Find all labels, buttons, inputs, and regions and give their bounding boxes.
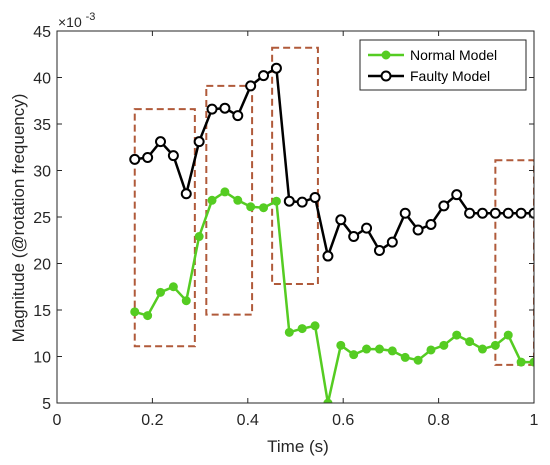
highlight-box-1 [133,108,196,348]
y-tick-label: 40 [33,71,51,88]
legend-label: Normal Model [410,47,497,63]
y-tick-label: 5 [42,396,51,413]
data-point [180,188,192,200]
data-point [361,222,373,234]
data-point [271,196,281,206]
data-point [528,207,534,219]
data-point [465,337,475,347]
data-point [181,296,191,306]
y-axis-exponent: ×10 -3 [58,11,95,30]
data-point [362,344,372,354]
legend-marker [381,50,391,60]
legend-box [359,39,527,91]
data-point [245,80,257,92]
data-point [386,236,398,248]
plot-area [129,46,534,403]
data-point [156,287,166,297]
data-point [206,103,218,115]
legend: Normal Model Faulty Model [359,39,527,91]
data-point [233,195,243,205]
data-point [130,307,140,317]
y-tick-label: 20 [33,257,51,274]
data-point [155,136,167,148]
y-exponent-power: -3 [86,11,96,23]
x-axis-label: Time (s) [267,437,329,456]
data-point [476,207,488,219]
data-point [309,191,321,203]
data-point [246,202,256,212]
data-point [322,250,334,262]
highlight-box-3 [271,46,319,285]
data-point [220,187,230,197]
data-point [374,344,384,354]
svg-text:×10 -3: ×10 -3 [58,11,95,30]
data-point [439,340,449,350]
data-point [399,207,411,219]
data-point [129,153,141,165]
data-point [258,70,270,82]
y-tick-label: 25 [33,210,51,227]
y-exponent-base: ×10 [58,14,82,30]
data-point [284,327,294,337]
y-tick-label: 15 [33,303,51,320]
legend-marker [380,70,392,82]
y-tick-label: 10 [33,350,51,367]
data-point [167,150,179,162]
data-point [193,136,205,148]
data-point [270,62,282,74]
legend-label: Faulty Model [410,68,490,84]
data-point [438,200,450,212]
data-point [219,102,231,114]
data-point [323,398,333,403]
data-point [516,357,526,367]
data-point [477,344,487,354]
x-tick-label: 1 [530,412,539,429]
data-point [400,352,410,362]
plot-content [129,46,534,403]
data-point [515,207,527,219]
data-point [373,244,385,256]
data-point [426,345,436,355]
data-point [451,189,463,201]
data-point [452,330,462,340]
data-point [387,346,397,356]
data-point [529,357,534,367]
x-tick-label: 0.2 [141,412,163,429]
x-tick-label: 0.6 [332,412,354,429]
data-point [259,203,269,213]
data-point [336,340,346,350]
data-point [425,218,437,230]
data-point [296,196,308,208]
data-point [349,350,359,360]
x-tick-label: 0.4 [237,412,259,429]
y-tick-label: 30 [33,164,51,181]
data-point [142,151,154,163]
data-point [502,207,514,219]
data-point [335,214,347,226]
data-point [168,282,178,292]
data-point [348,231,360,243]
data-point [489,207,501,219]
data-point [464,207,476,219]
data-point [310,321,320,331]
y-tick-label: 45 [33,24,51,41]
data-point [207,195,217,205]
x-tick-label: 0.8 [427,412,449,429]
data-point [232,110,244,122]
data-point [413,355,423,365]
data-point [503,330,513,340]
data-point [297,324,307,334]
y-axis-label: Magnitude (@rotation frequency) [9,94,28,343]
data-point [283,195,295,207]
data-point [490,340,500,350]
x-tick-label: 0 [53,412,62,429]
data-point [412,224,424,236]
data-point [143,311,153,321]
y-tick-label: 35 [33,117,51,134]
data-point [194,232,204,242]
highlight-box-2 [205,84,254,316]
